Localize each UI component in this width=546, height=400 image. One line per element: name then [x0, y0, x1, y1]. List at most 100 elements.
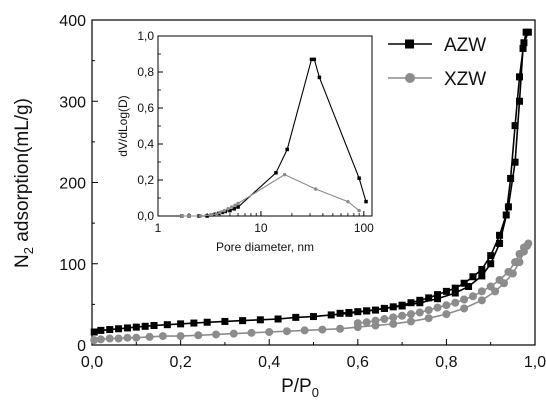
inset-data-point-xzw [218, 210, 222, 215]
data-point-azw [106, 326, 114, 334]
x-axis-label-sub: 0 [312, 385, 319, 400]
inset-y-tick-label: 0,2 [137, 173, 154, 187]
inset-y-axis-label: dV/dLog(D) [116, 95, 130, 156]
inset-data-point-xzw [282, 172, 287, 177]
inset-data-point-azw [317, 75, 322, 80]
data-point-azw [524, 28, 532, 36]
data-point-azw [520, 39, 528, 47]
data-point-azw [123, 324, 131, 332]
inset-data-layer: 1 10 100 0,0 0,2 0,4 0,6 0,8 1,0 [137, 29, 374, 235]
data-point-xzw [424, 314, 433, 323]
inset-x-tick-label: 10 [254, 221, 268, 235]
x-tick-label: 0,0 [81, 354, 103, 371]
data-point-xzw [96, 335, 105, 344]
y-tick-label: 300 [59, 94, 86, 111]
data-point-azw [363, 307, 371, 315]
data-point-azw [451, 289, 459, 297]
data-point-xzw [424, 306, 433, 315]
x-axis-label-main: P/P [281, 376, 312, 397]
data-point-xzw [451, 298, 460, 307]
data-point-azw [97, 326, 105, 334]
legend-label-xzw: XZW [444, 69, 486, 90]
data-point-azw [398, 301, 406, 309]
data-point-azw [203, 318, 211, 326]
inset-y-tick-label: 0,0 [137, 209, 154, 223]
y-axis-label-post: adsorption(mL/g) [12, 98, 33, 247]
inset-data-point-xzw [222, 208, 226, 213]
data-point-azw [515, 73, 523, 81]
series-line-xzw-desorption [357, 242, 529, 324]
data-point-xzw [371, 316, 380, 325]
data-point-azw [451, 284, 459, 292]
inset-data-point-xzw [179, 214, 184, 218]
data-point-xzw [389, 313, 398, 322]
y-tick-label: 0 [77, 338, 86, 355]
x-tick-label: 0,8 [435, 354, 457, 371]
data-point-xzw [515, 250, 524, 258]
inset-data-point-azw [309, 57, 314, 62]
inset-y-tick-label: 0,4 [137, 137, 154, 151]
data-point-azw [407, 299, 415, 307]
inset-data-point-azw [232, 207, 236, 211]
data-point-azw [292, 313, 300, 321]
data-point-azw [389, 303, 397, 311]
inset-data-point-azw [274, 171, 278, 175]
inset-data-point-xzw [198, 214, 203, 218]
x-tick-label: 0,6 [347, 354, 369, 371]
data-point-xzw [90, 336, 99, 345]
data-point-azw [150, 322, 158, 329]
data-point-xzw [495, 276, 504, 284]
data-point-azw [487, 260, 495, 268]
data-point-xzw [318, 325, 327, 334]
y-axis-label: N2 adsorption(mL/g) [12, 98, 36, 268]
data-point-azw [502, 211, 510, 219]
data-point-xzw [477, 296, 486, 305]
inset-x-axis-label: Pore diameter, nm [216, 240, 314, 254]
data-point-azw [507, 174, 515, 182]
data-point-xzw [353, 319, 362, 328]
data-point-xzw [477, 287, 486, 296]
data-point-xzw [433, 303, 442, 312]
data-point-xzw [486, 282, 495, 291]
inset-x-tick-label: 100 [354, 221, 374, 235]
data-point-xzw [406, 317, 415, 326]
data-point-azw [190, 319, 198, 327]
data-point-xzw [362, 318, 371, 327]
inset-data-point-xzw [313, 187, 318, 191]
data-point-xzw [114, 334, 123, 343]
inset-data-point-xzw [214, 212, 219, 216]
data-point-azw [163, 321, 171, 329]
inset-data-point-xzw [233, 203, 237, 207]
data-point-xzw [460, 295, 469, 304]
data-point-azw [478, 272, 486, 280]
data-point-azw [434, 295, 442, 303]
y-tick-label: 400 [59, 13, 86, 30]
data-point-xzw [460, 304, 469, 313]
x-tick-label: 0,2 [169, 354, 191, 371]
data-point-xzw [247, 328, 256, 337]
data-point-xzw [336, 324, 345, 333]
data-point-xzw [282, 327, 291, 336]
data-point-azw [496, 239, 504, 247]
data-point-xzw [229, 329, 238, 338]
data-point-azw [336, 309, 344, 317]
data-point-azw [256, 316, 264, 324]
data-point-azw [239, 317, 247, 325]
data-point-azw [504, 203, 512, 211]
data-point-azw [177, 320, 185, 328]
data-point-azw [115, 325, 123, 333]
inset-data-point-xzw [236, 201, 240, 206]
data-point-xzw [132, 333, 141, 342]
inset-data-point-xzw [346, 199, 350, 204]
data-point-xzw [468, 292, 477, 301]
data-point-xzw [145, 332, 154, 341]
y-tick-label: 100 [59, 257, 86, 274]
data-point-xzw [123, 333, 132, 342]
data-point-xzw [442, 310, 451, 319]
data-point-azw [511, 122, 519, 130]
data-point-azw [354, 308, 362, 316]
data-point-azw [345, 309, 353, 316]
data-point-xzw [511, 258, 520, 267]
